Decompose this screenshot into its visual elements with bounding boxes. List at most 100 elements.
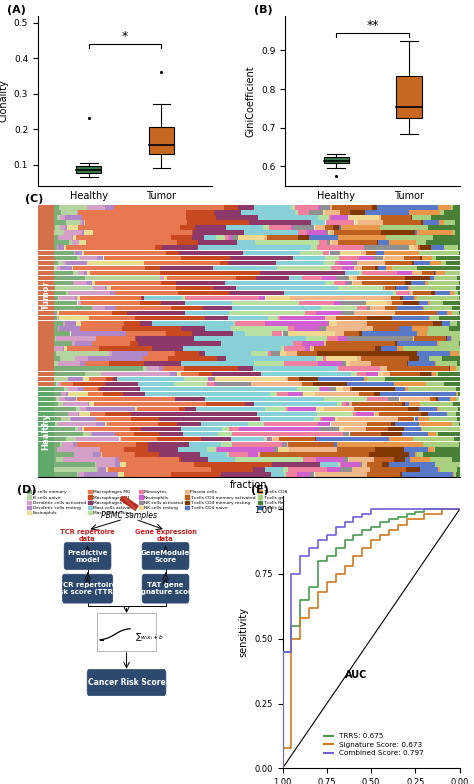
Bar (218, 432, 232, 437)
Bar (38, 442, 54, 447)
Bar (387, 366, 449, 371)
Bar (454, 230, 455, 234)
Bar (192, 331, 233, 336)
Bar (57, 316, 58, 321)
Bar (423, 452, 460, 456)
Bar (298, 235, 309, 240)
Bar (140, 321, 152, 325)
Bar (457, 467, 460, 472)
Bar (82, 216, 186, 220)
Bar (160, 276, 164, 280)
Bar (147, 351, 175, 356)
Bar (312, 382, 347, 386)
X-axis label: fraction: fraction (230, 480, 268, 490)
Bar (232, 432, 343, 437)
Bar (315, 472, 367, 477)
Bar (255, 241, 319, 245)
Bar (232, 306, 321, 310)
Bar (57, 235, 58, 240)
Bar (54, 326, 58, 331)
Bar (457, 361, 460, 366)
Bar (54, 357, 60, 361)
Bar (86, 407, 135, 412)
Bar (55, 311, 56, 315)
Bar (340, 210, 350, 215)
Bar (76, 235, 171, 240)
Bar (357, 306, 367, 310)
Bar (329, 251, 340, 255)
Bar (353, 412, 356, 416)
Bar (389, 241, 417, 245)
Bar (38, 260, 54, 265)
Bar (86, 241, 177, 245)
Bar (136, 336, 194, 341)
Bar (175, 397, 205, 401)
Bar (38, 412, 54, 416)
Bar (423, 220, 439, 225)
Bar (263, 225, 269, 230)
Bar (289, 331, 336, 336)
Bar (54, 361, 58, 366)
Bar (352, 467, 370, 472)
Bar (251, 351, 268, 356)
Bar (87, 281, 92, 285)
Bar (392, 316, 429, 321)
Bar (433, 235, 460, 240)
Bar (459, 296, 460, 300)
Bar (107, 422, 158, 426)
Bar (159, 366, 163, 371)
Bar (408, 291, 409, 296)
Bar (435, 270, 436, 275)
Bar (90, 432, 92, 437)
Bar (121, 437, 157, 441)
Bar (289, 447, 337, 452)
Bar (38, 311, 54, 315)
Text: Predictive
model: Predictive model (67, 550, 108, 562)
Bar (79, 412, 90, 416)
Bar (423, 442, 459, 447)
Bar (54, 366, 143, 371)
Bar (38, 251, 54, 255)
Bar (221, 341, 293, 346)
Bar (78, 472, 84, 477)
Bar (38, 432, 54, 437)
Bar (278, 447, 289, 452)
Bar (64, 387, 68, 391)
Bar (421, 412, 428, 416)
Bar (317, 412, 353, 416)
Bar (420, 467, 438, 472)
Bar (405, 401, 410, 406)
Bar (344, 331, 359, 336)
Bar (63, 457, 115, 462)
Bar (341, 463, 360, 466)
Bar (430, 316, 439, 321)
Bar (89, 316, 135, 321)
Bar (59, 316, 89, 321)
Bar (38, 210, 54, 215)
Bar (122, 326, 181, 331)
Bar (324, 341, 326, 346)
Bar (405, 281, 411, 285)
Bar (80, 361, 85, 366)
Bar (300, 301, 335, 306)
Bar (135, 407, 137, 412)
Bar (171, 306, 203, 310)
Bar (167, 276, 236, 280)
Bar (419, 407, 437, 412)
Bar (316, 457, 344, 462)
Bar (442, 357, 460, 361)
Bar (288, 467, 327, 472)
Bar (428, 331, 459, 336)
Bar (65, 245, 155, 250)
Bar (38, 447, 54, 452)
Bar (337, 442, 423, 447)
Bar (38, 351, 54, 356)
Bar (458, 291, 460, 296)
Bar (398, 417, 414, 421)
Bar (339, 225, 341, 230)
Bar (316, 311, 341, 315)
Bar (54, 251, 73, 255)
Bar (66, 437, 76, 441)
Bar (452, 457, 460, 462)
Bar (38, 357, 54, 361)
